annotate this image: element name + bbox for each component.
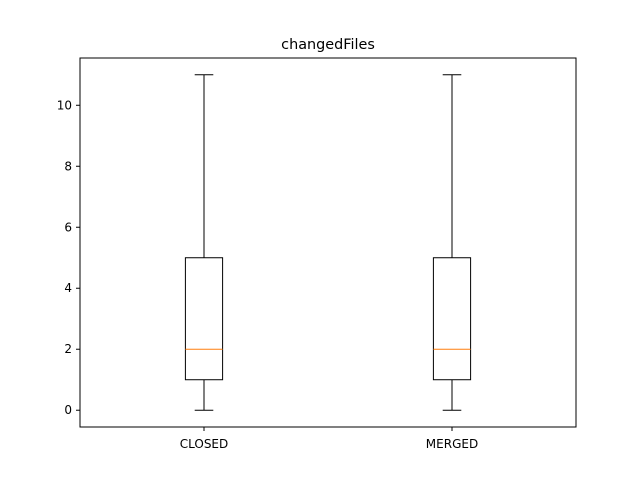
chart-title: changedFiles	[281, 37, 375, 53]
box-iqr	[184, 257, 224, 381]
box-iqr	[432, 257, 472, 381]
y-tick-label: 8	[64, 159, 72, 173]
plot-area-frame	[79, 57, 577, 428]
y-tick-label: 2	[64, 342, 72, 356]
y-tick-label: 10	[57, 98, 72, 112]
y-tick-label: 4	[64, 281, 72, 295]
x-tick-label: CLOSED	[180, 437, 229, 451]
y-tick-label: 0	[64, 403, 72, 417]
y-tick-label: 6	[64, 220, 72, 234]
x-tick-label: MERGED	[426, 437, 478, 451]
